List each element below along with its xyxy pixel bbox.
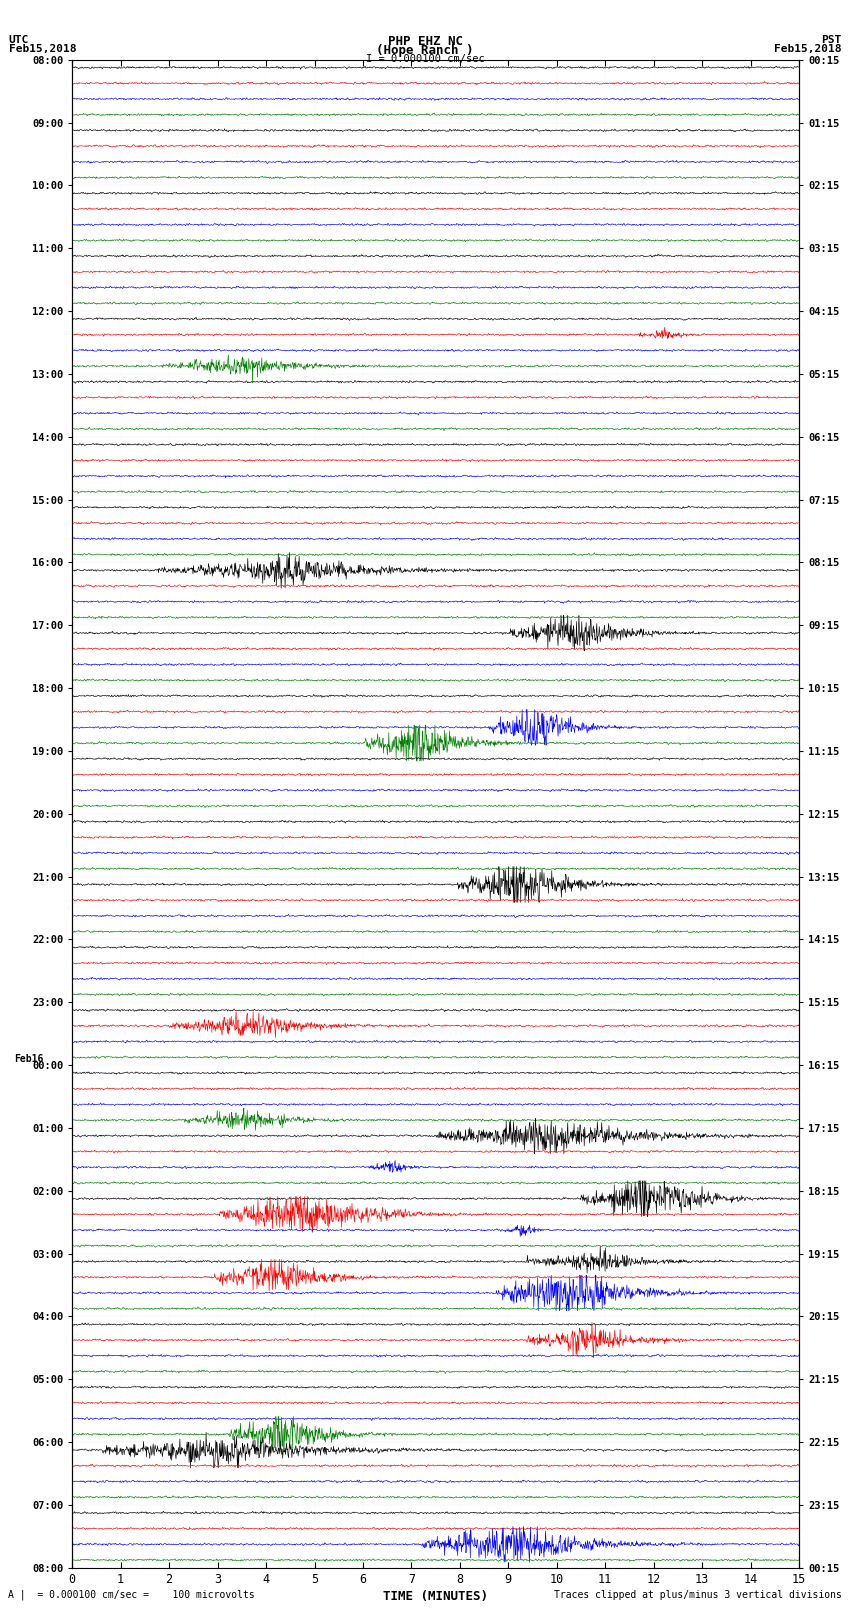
Text: PHP EHZ NC: PHP EHZ NC [388,35,462,48]
Text: PST: PST [821,35,842,45]
Text: (Hope Ranch ): (Hope Ranch ) [377,44,473,58]
Text: I = 0.000100 cm/sec: I = 0.000100 cm/sec [366,53,484,65]
Text: UTC: UTC [8,35,29,45]
Text: Traces clipped at plus/minus 3 vertical divisions: Traces clipped at plus/minus 3 vertical … [553,1590,842,1600]
Text: Feb15,2018: Feb15,2018 [8,44,76,55]
Text: A |  = 0.000100 cm/sec =    100 microvolts: A | = 0.000100 cm/sec = 100 microvolts [8,1589,255,1600]
X-axis label: TIME (MINUTES): TIME (MINUTES) [383,1590,488,1603]
Text: Feb15,2018: Feb15,2018 [774,44,842,55]
Text: Feb16: Feb16 [14,1053,43,1063]
